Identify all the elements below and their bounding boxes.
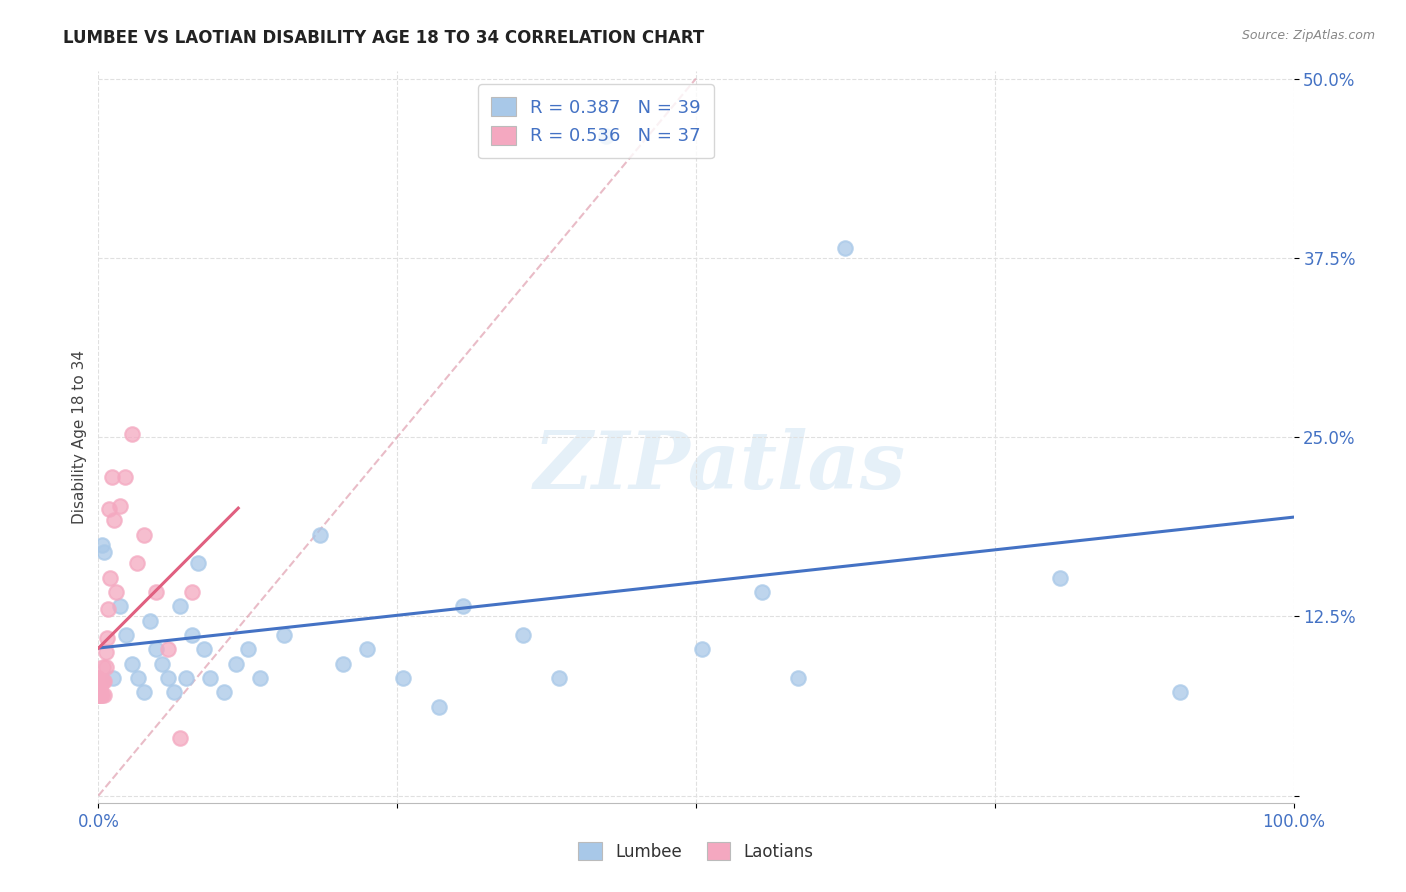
Point [87, 677, 110, 691]
Legend: Lumbee, Laotians: Lumbee, Laotians [572, 836, 820, 868]
Point [132, 527, 155, 541]
Point [332, 657, 354, 671]
Point [212, 685, 235, 699]
Point [156, 671, 179, 685]
Point [392, 671, 415, 685]
Point [98, 571, 122, 585]
Point [225, 657, 247, 671]
Point [595, 128, 617, 143]
Point [90, 673, 112, 688]
Point [87, 688, 110, 702]
Point [451, 599, 474, 614]
Point [114, 470, 136, 484]
Point [156, 642, 179, 657]
Point [94, 645, 117, 659]
Point [91, 673, 114, 688]
Point [91, 688, 114, 702]
Point [121, 657, 143, 671]
Point [1049, 571, 1071, 585]
Y-axis label: Disability Age 18 to 34: Disability Age 18 to 34 [72, 350, 87, 524]
Point [169, 731, 191, 746]
Point [180, 628, 202, 642]
Point [108, 599, 131, 614]
Point [90, 688, 112, 702]
Text: Source: ZipAtlas.com: Source: ZipAtlas.com [1241, 29, 1375, 43]
Point [690, 642, 713, 657]
Point [91, 673, 114, 688]
Point [180, 585, 202, 599]
Point [236, 642, 259, 657]
Point [198, 671, 221, 685]
Point [100, 470, 122, 484]
Point [93, 673, 115, 688]
Point [87, 688, 110, 702]
Point [1168, 685, 1191, 699]
Point [87, 681, 110, 695]
Point [87, 671, 110, 685]
Point [103, 513, 125, 527]
Point [125, 556, 148, 570]
Point [115, 628, 138, 642]
Point [139, 614, 162, 628]
Point [108, 499, 131, 513]
Point [308, 527, 330, 541]
Point [93, 688, 115, 702]
Point [89, 673, 111, 688]
Point [427, 699, 450, 714]
Point [547, 671, 569, 685]
Point [91, 659, 114, 673]
Text: ZIPatlas: ZIPatlas [534, 427, 905, 505]
Point [356, 642, 378, 657]
Point [127, 671, 149, 685]
Point [98, 501, 121, 516]
Point [94, 659, 117, 673]
Point [121, 427, 143, 442]
Point [163, 685, 186, 699]
Point [132, 685, 155, 699]
Point [786, 671, 808, 685]
Point [87, 685, 110, 699]
Point [89, 685, 111, 699]
Point [150, 657, 173, 671]
Point [93, 545, 115, 559]
Point [193, 642, 215, 657]
Point [249, 671, 271, 685]
Point [145, 642, 167, 657]
Point [834, 241, 856, 255]
Point [169, 599, 191, 614]
Point [105, 585, 128, 599]
Point [512, 628, 534, 642]
Text: LUMBEE VS LAOTIAN DISABILITY AGE 18 TO 34 CORRELATION CHART: LUMBEE VS LAOTIAN DISABILITY AGE 18 TO 3… [63, 29, 704, 47]
Point [89, 688, 111, 702]
Point [101, 671, 124, 685]
Point [87, 673, 110, 688]
Point [97, 602, 120, 616]
Point [187, 556, 209, 570]
Point [751, 585, 773, 599]
Point [89, 681, 111, 695]
Point [273, 628, 295, 642]
Point [96, 631, 118, 645]
Point [91, 538, 114, 552]
Point [145, 585, 167, 599]
Point [174, 671, 197, 685]
